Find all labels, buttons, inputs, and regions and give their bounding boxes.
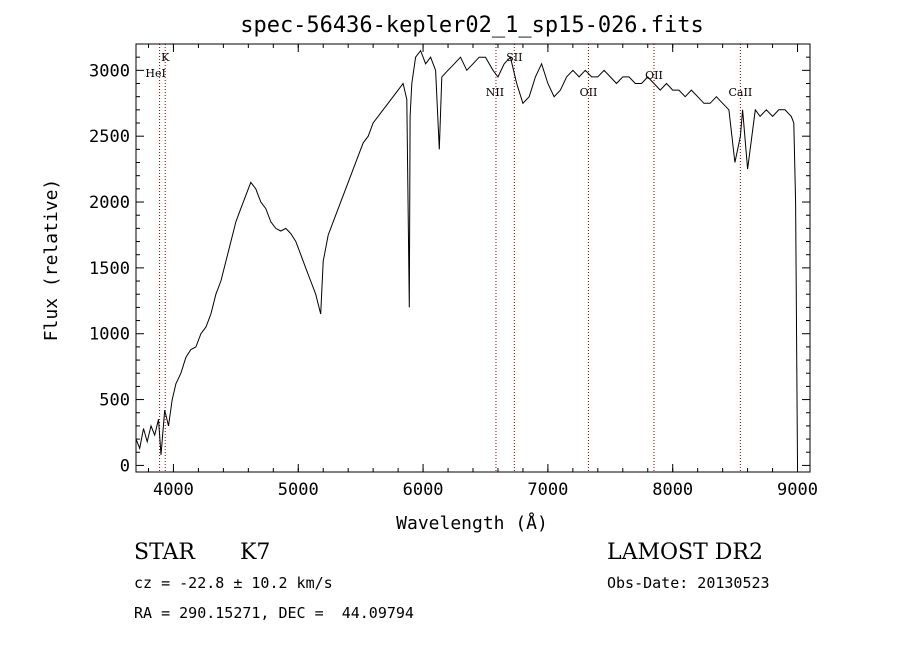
emission-line-labels: K HeI NII SII OII OII CaII: [145, 51, 752, 99]
y-tick-label: 2500: [89, 127, 130, 147]
marker-label-sii: SII: [506, 51, 522, 64]
observation-date: Obs-Date: 20130523: [607, 574, 770, 592]
x-tick-label: 5000: [278, 480, 319, 500]
x-tick-label: 7000: [527, 480, 568, 500]
redshift-velocity: cz = -22.8 ± 10.2 km/s: [134, 574, 333, 592]
plot-frame: [135, 43, 811, 473]
chart-title: spec-56436-kepler02_1_sp15-026.fits: [240, 13, 704, 38]
y-tick-label: 0: [120, 456, 130, 476]
x-tick-label: 8000: [652, 480, 693, 500]
x-axis-label: Wavelength (Å): [396, 512, 548, 534]
y-tick-label: 1000: [89, 325, 130, 345]
y-tick-label: 1500: [89, 259, 130, 279]
x-tick-label: 9000: [777, 480, 818, 500]
object-class: STAR: [134, 540, 195, 565]
y-axis-label: Flux (relative): [41, 179, 62, 342]
x-tick-label: 6000: [403, 480, 444, 500]
sky-coordinates: RA = 290.15271, DEC = 44.09794: [134, 604, 414, 622]
marker-label-nii: NII: [486, 86, 504, 99]
marker-label-caii: CaII: [729, 86, 753, 99]
y-tick-label: 2000: [89, 193, 130, 213]
emission-line-markers: [159, 44, 741, 472]
marker-label-oii: OII: [580, 86, 598, 99]
y-axis-ticks: 0 500 1000 1500 2000 2500 3000: [89, 56, 810, 476]
x-tick-label: 4000: [153, 480, 194, 500]
y-tick-label: 500: [99, 391, 130, 411]
marker-label-hei: HeI: [145, 67, 165, 80]
marker-label-k: K: [161, 51, 170, 64]
spectrum-line: [135, 49, 798, 466]
object-subclass: K7: [240, 540, 271, 565]
x-axis-ticks: 4000 5000 6000 7000 8000 9000: [147, 44, 818, 500]
survey-name: LAMOST DR2: [607, 540, 763, 565]
y-tick-label: 3000: [89, 61, 130, 81]
marker-label-oii: OII: [645, 69, 663, 82]
